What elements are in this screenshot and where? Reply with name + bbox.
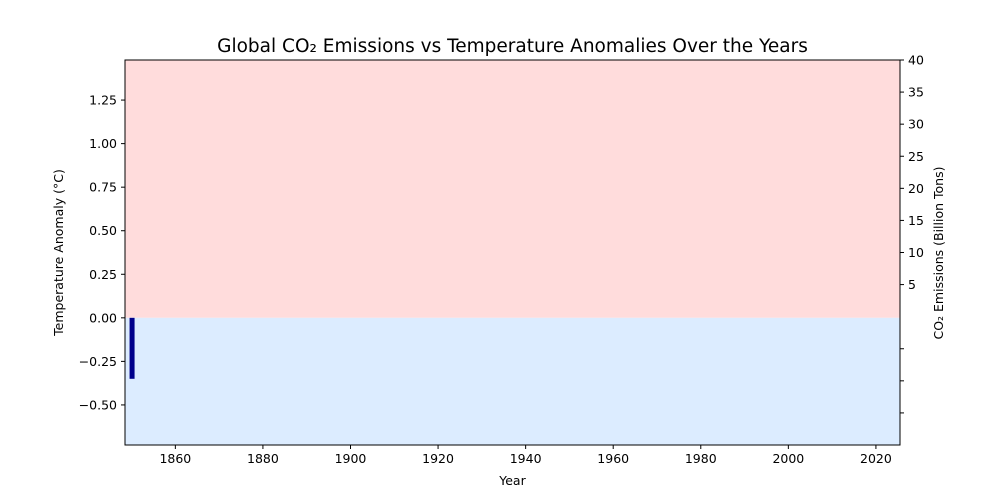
bars xyxy=(129,317,135,379)
y-right-tick-label: 25 xyxy=(908,149,924,164)
y-axis-ticks: −0.50 −0.25 0.00 0.25 0.50 0.75 1.00 1.25 xyxy=(79,93,125,412)
x-tick-label: 2020 xyxy=(860,451,892,466)
x-axis-label: Year xyxy=(498,473,526,488)
x-tick-label: 2000 xyxy=(772,451,804,466)
x-tick-label: 1880 xyxy=(247,451,279,466)
plot-background xyxy=(125,60,900,445)
x-axis-ticks: 1860 1880 1900 1920 1940 1960 1980 2000 2020 xyxy=(159,445,892,466)
bar xyxy=(129,317,135,379)
y-right-tick-label: 30 xyxy=(908,117,924,132)
x-tick-label: 1920 xyxy=(422,451,454,466)
y-tick-label: 0.50 xyxy=(89,223,117,238)
x-tick-label: 1900 xyxy=(335,451,367,466)
x-tick-label: 1940 xyxy=(510,451,542,466)
y-tick-label: 0.00 xyxy=(89,310,117,325)
y-tick-label: 1.25 xyxy=(89,93,117,108)
y-right-tick-label: 20 xyxy=(908,181,924,196)
x-tick-label: 1960 xyxy=(597,451,629,466)
y-right-axis-label: CO₂ Emissions (Billion Tons) xyxy=(931,166,946,339)
y-right-tick-label: 40 xyxy=(908,53,924,68)
y-tick-label: 0.25 xyxy=(89,267,117,282)
y-right-tick-label: 10 xyxy=(908,245,924,260)
y-tick-label: −0.25 xyxy=(79,354,117,369)
y-tick-label: 1.00 xyxy=(89,136,117,151)
y-right-axis-ticks: 5 10 15 20 25 30 35 40 xyxy=(900,53,924,414)
x-tick-label: 1980 xyxy=(685,451,717,466)
y-axis-label: Temperature Anomaly (°C) xyxy=(51,169,66,337)
chart-title: Global CO₂ Emissions vs Temperature Anom… xyxy=(217,36,808,57)
positive-region xyxy=(125,60,900,318)
y-tick-label: 0.75 xyxy=(89,180,117,195)
y-tick-label: −0.50 xyxy=(79,397,117,412)
negative-region xyxy=(125,317,900,445)
plot-frame xyxy=(124,59,901,446)
y-right-tick-label: 15 xyxy=(908,213,924,228)
y-right-tick-label: 35 xyxy=(908,85,924,100)
y-right-tick-label: 5 xyxy=(908,277,916,292)
x-tick-label: 1860 xyxy=(159,451,191,466)
